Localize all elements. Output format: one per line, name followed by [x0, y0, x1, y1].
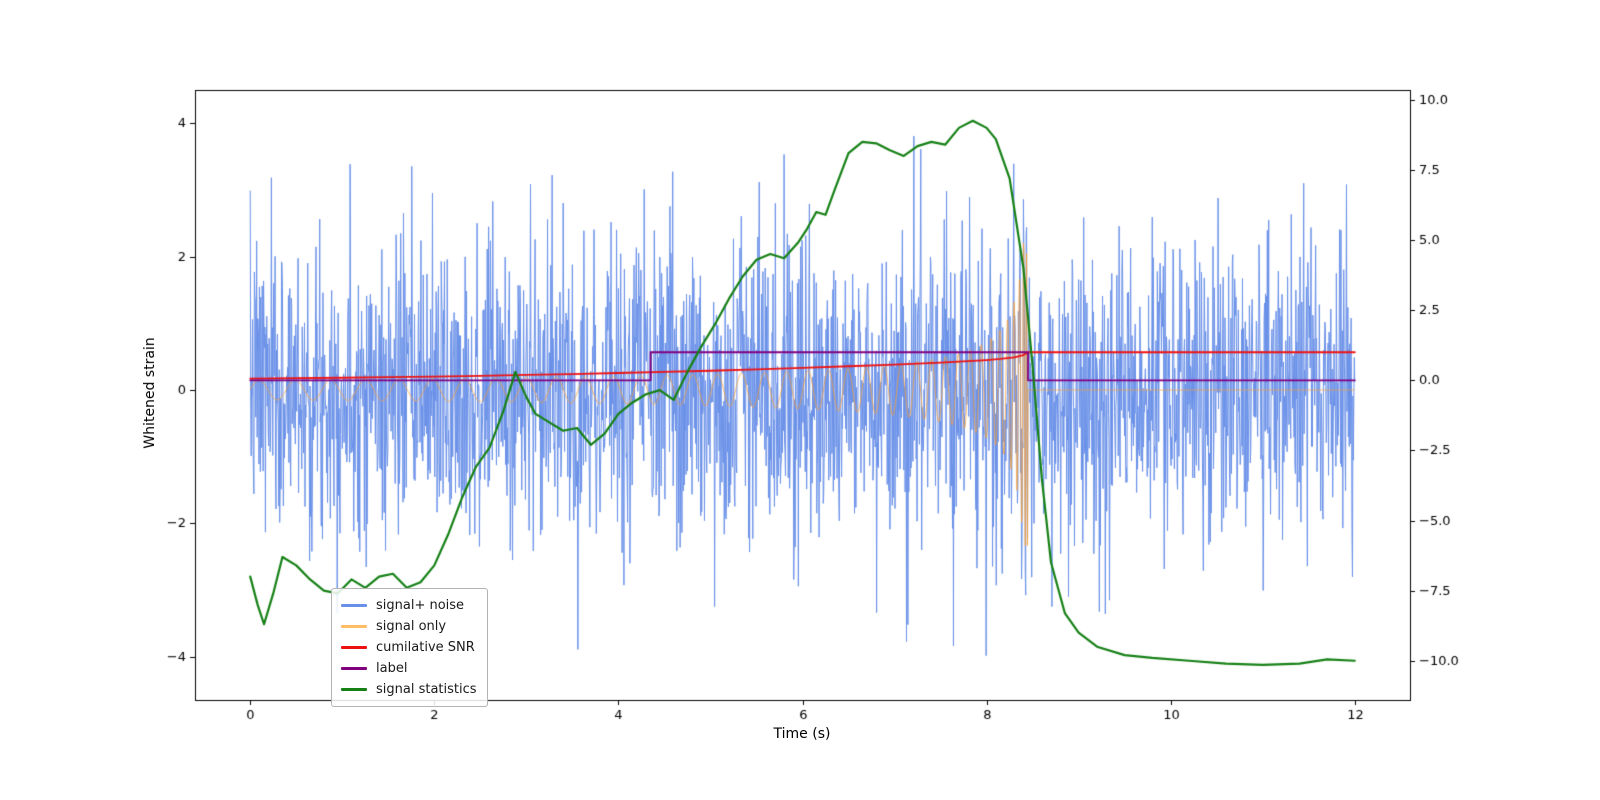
legend-item: label	[341, 658, 477, 679]
legend-swatch	[341, 625, 367, 628]
legend-swatch	[341, 604, 367, 607]
legend-item: signal statistics	[341, 679, 477, 700]
y-axis-label-left: Whitened strain	[142, 337, 158, 449]
legend-swatch	[341, 667, 367, 670]
legend-item: signal only	[341, 616, 477, 637]
legend-label: signal only	[376, 619, 447, 634]
legend-label: signal statistics	[376, 682, 477, 697]
legend-swatch	[341, 646, 367, 649]
legend-label: signal+ noise	[376, 598, 465, 613]
legend-label: cumilative SNR	[376, 640, 475, 655]
legend-swatch	[341, 688, 367, 691]
legend-item: signal+ noise	[341, 595, 477, 616]
legend: signal+ noise signal only cumilative SNR…	[331, 588, 488, 707]
x-axis-label: Time (s)	[773, 726, 831, 742]
legend-label: label	[376, 661, 408, 676]
legend-item: cumilative SNR	[341, 637, 477, 658]
